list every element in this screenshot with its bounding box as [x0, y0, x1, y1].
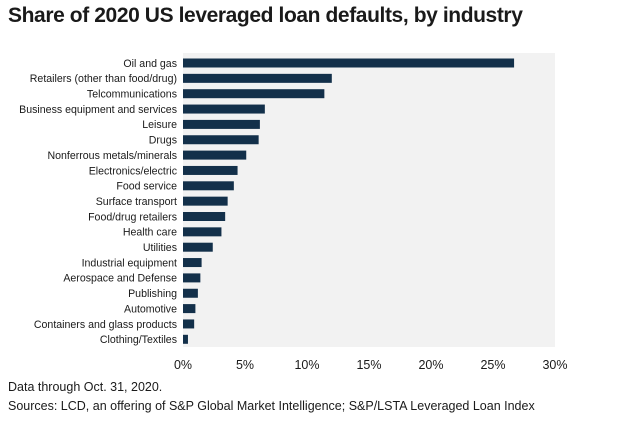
bar-11 — [183, 227, 222, 237]
x-tick-labels: 0% 5% 10% 15% 20% 25% 30% — [174, 358, 568, 372]
category-label-4: Leisure — [142, 119, 177, 131]
data-date-note: Data through Oct. 31, 2020. — [8, 380, 163, 394]
category-label-10: Food/drug retailers — [88, 211, 177, 223]
category-label-0: Oil and gas — [123, 58, 177, 70]
bar-18 — [183, 334, 188, 344]
category-label-6: Nonferrous metals/minerals — [47, 150, 177, 162]
x-tick-label-3: 15% — [356, 358, 381, 372]
x-tick-label-4: 20% — [418, 358, 443, 372]
category-label-9: Surface transport — [96, 196, 177, 208]
x-tick-label-5: 25% — [480, 358, 505, 372]
category-label-16: Automotive — [124, 303, 177, 315]
bar-8 — [183, 181, 234, 191]
category-label-13: Industrial equipment — [82, 257, 177, 269]
x-tick-label-2: 10% — [294, 358, 319, 372]
plot-background — [183, 53, 555, 347]
bar-14 — [183, 273, 201, 283]
category-label-17: Containers and glass products — [34, 319, 177, 331]
bar-10 — [183, 212, 226, 221]
bar-15 — [183, 288, 198, 298]
bar-12 — [183, 242, 213, 252]
chart-title: Share of 2020 US leveraged loan defaults… — [8, 4, 523, 27]
category-label-3: Business equipment and services — [19, 104, 177, 116]
bar-6 — [183, 150, 247, 160]
bar-0 — [183, 58, 515, 68]
bar-3 — [183, 104, 265, 114]
bar-1 — [183, 73, 332, 83]
category-label-5: Drugs — [149, 135, 177, 147]
bar-9 — [183, 196, 228, 206]
x-tick-label-0: 0% — [174, 358, 192, 372]
x-tick-label-1: 5% — [236, 358, 254, 372]
bar-2 — [183, 89, 325, 99]
category-label-1: Retailers (other than food/drug) — [30, 73, 177, 85]
category-label-11: Health care — [123, 227, 177, 239]
category-label-15: Publishing — [128, 288, 177, 300]
bars-group — [183, 58, 515, 344]
bar-16 — [183, 304, 196, 314]
category-label-2: Telcommunications — [87, 89, 177, 101]
category-label-7: Electronics/electric — [89, 165, 178, 177]
category-label-12: Utilities — [143, 242, 177, 254]
sources-note: Sources: LCD, an offering of S&P Global … — [8, 399, 535, 413]
bar-4 — [183, 119, 260, 129]
bar-13 — [183, 258, 202, 268]
x-tick-label-6: 30% — [542, 358, 567, 372]
category-label-8: Food service — [116, 181, 177, 193]
bar-5 — [183, 135, 259, 145]
bar-17 — [183, 319, 195, 329]
category-label-14: Aerospace and Defense — [63, 273, 177, 285]
bar-7 — [183, 165, 238, 175]
category-label-18: Clothing/Textiles — [100, 334, 177, 346]
category-labels: Oil and gas Retailers (other than food/dr… — [19, 58, 178, 346]
